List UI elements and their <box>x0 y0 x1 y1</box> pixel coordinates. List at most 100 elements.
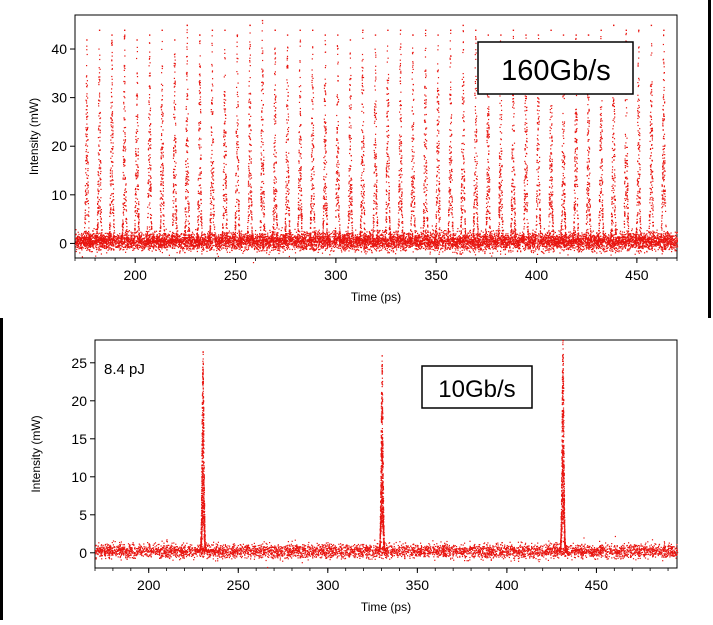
data-point <box>551 242 553 244</box>
data-point <box>106 238 108 240</box>
data-point <box>338 237 340 239</box>
data-point <box>131 235 133 237</box>
data-point <box>381 245 383 248</box>
data-point <box>573 244 575 246</box>
data-point <box>324 237 326 239</box>
data-point <box>109 236 111 238</box>
data-point <box>402 240 404 242</box>
data-point <box>396 243 398 245</box>
data-point <box>256 241 258 243</box>
data-point <box>287 240 289 242</box>
data-point <box>354 246 356 248</box>
data-point <box>649 248 651 250</box>
data-point <box>207 234 209 236</box>
data-point <box>513 241 515 243</box>
data-point <box>107 235 109 237</box>
data-point <box>625 237 627 239</box>
data-point <box>388 252 390 254</box>
data-point <box>166 237 168 239</box>
data-point <box>569 231 571 233</box>
data-point <box>439 242 441 244</box>
data-point <box>77 246 79 248</box>
data-point <box>664 243 667 245</box>
data-point <box>308 233 310 235</box>
data-point <box>130 239 132 241</box>
data-point <box>86 247 88 249</box>
data-point <box>545 238 548 240</box>
data-point <box>371 252 373 254</box>
data-point <box>469 251 471 253</box>
data-point <box>250 241 252 243</box>
data-point <box>498 240 500 242</box>
data-point <box>608 237 610 239</box>
data-point <box>206 236 208 238</box>
data-point <box>180 246 182 248</box>
data-point <box>366 251 368 253</box>
data-point <box>96 248 98 250</box>
data-point <box>581 234 583 236</box>
data-point <box>247 247 250 249</box>
data-point <box>465 246 467 248</box>
data-point <box>676 231 678 233</box>
data-point <box>612 247 615 249</box>
data-point <box>644 235 646 237</box>
data-point <box>383 245 385 247</box>
data-point <box>658 246 660 249</box>
data-point <box>580 247 582 249</box>
data-point <box>234 245 236 247</box>
data-point <box>613 234 615 236</box>
data-point <box>223 242 225 245</box>
data-point <box>503 235 505 238</box>
data-point <box>106 252 108 254</box>
data-point <box>378 250 380 252</box>
data-point <box>505 243 507 245</box>
data-point <box>647 243 649 245</box>
data-point <box>603 245 605 247</box>
data-point <box>86 247 88 249</box>
data-point <box>90 251 92 253</box>
data-point <box>644 252 646 254</box>
data-point <box>303 243 305 245</box>
data-point <box>643 235 645 237</box>
data-point <box>516 246 518 248</box>
data-point <box>297 247 299 249</box>
data-point <box>92 246 94 248</box>
data-point <box>577 242 580 244</box>
data-point <box>601 245 603 247</box>
data-point <box>437 242 439 245</box>
data-point <box>605 235 607 237</box>
data-point <box>136 244 138 246</box>
data-point <box>535 248 537 251</box>
data-point <box>103 236 105 238</box>
data-point <box>538 236 540 238</box>
data-point <box>184 251 186 254</box>
data-point <box>207 232 209 234</box>
data-point <box>113 245 115 247</box>
data-point <box>640 241 642 243</box>
data-point <box>301 239 303 241</box>
data-point <box>244 246 246 248</box>
data-point <box>537 235 539 237</box>
data-point <box>599 250 601 253</box>
data-point <box>358 245 360 247</box>
data-point <box>183 237 185 239</box>
data-point <box>525 247 527 249</box>
data-point <box>227 246 229 248</box>
data-point <box>260 239 262 242</box>
data-point <box>483 239 485 241</box>
data-point <box>172 247 174 249</box>
data-point <box>558 236 560 238</box>
data-point <box>179 244 181 246</box>
data-point <box>177 230 179 232</box>
data-point <box>354 251 356 253</box>
data-point <box>142 244 144 246</box>
data-point <box>531 251 533 253</box>
data-point <box>664 245 666 248</box>
data-point <box>430 234 432 237</box>
data-point <box>549 240 551 242</box>
data-point <box>460 244 462 246</box>
data-point <box>234 246 236 248</box>
data-point <box>641 247 643 249</box>
data-point <box>383 237 385 239</box>
data-point <box>421 245 423 248</box>
